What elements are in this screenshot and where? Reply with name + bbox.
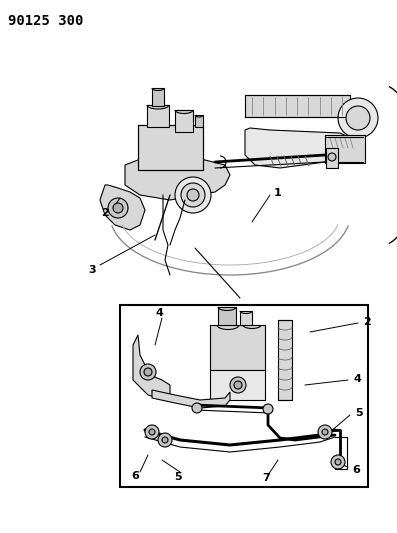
Bar	[195, 115, 203, 127]
Circle shape	[234, 381, 242, 389]
Circle shape	[149, 429, 155, 435]
Circle shape	[338, 98, 378, 138]
Circle shape	[230, 377, 246, 393]
Text: 3: 3	[88, 265, 96, 275]
Bar	[240, 311, 252, 325]
Circle shape	[145, 425, 159, 439]
Text: 90125 300: 90125 300	[8, 14, 83, 28]
Text: 2: 2	[363, 317, 371, 327]
Text: 6: 6	[131, 471, 139, 481]
Text: 5: 5	[174, 472, 182, 482]
Bar	[326, 148, 338, 168]
Circle shape	[328, 153, 336, 161]
Text: 1: 1	[274, 188, 282, 198]
Bar	[175, 110, 193, 132]
Bar	[152, 88, 164, 106]
Text: 2: 2	[101, 208, 109, 218]
Polygon shape	[133, 335, 170, 400]
Bar	[210, 325, 265, 370]
Circle shape	[108, 198, 128, 218]
Circle shape	[318, 425, 332, 439]
Bar	[278, 320, 292, 400]
Circle shape	[346, 106, 370, 130]
Circle shape	[331, 455, 345, 469]
Bar	[325, 135, 365, 163]
Text: 4: 4	[353, 374, 361, 384]
Circle shape	[322, 429, 328, 435]
Bar	[210, 370, 265, 400]
Circle shape	[162, 437, 168, 443]
Polygon shape	[125, 158, 230, 200]
Text: 7: 7	[262, 473, 270, 483]
Bar	[147, 105, 169, 127]
Polygon shape	[245, 128, 360, 168]
Text: 4: 4	[155, 308, 163, 318]
Bar	[120, 305, 368, 487]
Polygon shape	[100, 185, 145, 230]
Circle shape	[181, 183, 205, 207]
Bar	[138, 125, 203, 170]
Circle shape	[144, 368, 152, 376]
Bar	[218, 307, 236, 325]
Polygon shape	[152, 390, 230, 408]
Circle shape	[335, 459, 341, 465]
Circle shape	[192, 403, 202, 413]
Bar	[245, 95, 350, 117]
Circle shape	[263, 404, 273, 414]
Circle shape	[113, 203, 123, 213]
Circle shape	[140, 364, 156, 380]
Text: 6: 6	[352, 465, 360, 475]
Text: 5: 5	[355, 408, 362, 418]
Circle shape	[175, 177, 211, 213]
Circle shape	[187, 189, 199, 201]
Circle shape	[158, 433, 172, 447]
